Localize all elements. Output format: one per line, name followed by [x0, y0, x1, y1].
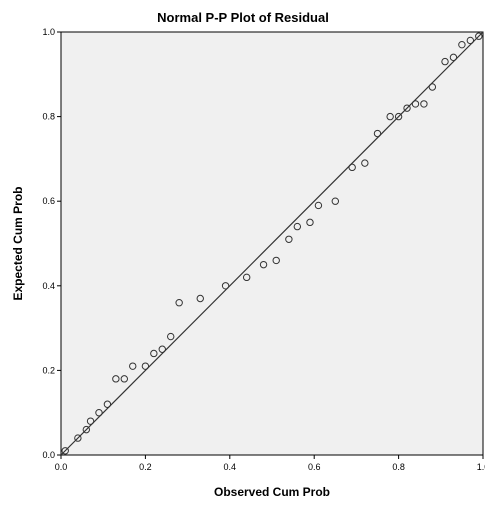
data-point [420, 100, 428, 108]
x-tick-label: 0.8 [392, 462, 405, 472]
data-point [306, 218, 314, 227]
data-points [61, 32, 483, 455]
data-point [82, 425, 91, 434]
data-point [314, 201, 323, 210]
data-point [112, 375, 120, 383]
data-point [475, 32, 483, 40]
data-point [441, 57, 449, 66]
data-point [361, 159, 369, 167]
data-point [293, 222, 302, 231]
data-point [175, 299, 183, 307]
y-axis-label: Expected Cum Prob [11, 186, 25, 300]
data-point [466, 36, 475, 45]
y-tick-label: 1.0 [42, 27, 55, 37]
data-point [61, 447, 69, 455]
data-point [158, 345, 166, 353]
x-tick-label: 1.0 [477, 462, 485, 472]
data-point [373, 129, 382, 138]
y-tick-label: 0.4 [42, 281, 55, 291]
data-point [348, 163, 356, 172]
axis-ticks: 0.0 0.2 0.4 0.6 0.8 1.0 0.0 0.2 0.4 0.6 0.8 1.0 [42, 27, 485, 472]
y-tick-label: 0.8 [42, 112, 55, 122]
y-tick-label: 0.6 [42, 196, 55, 206]
data-point [129, 362, 137, 370]
data-point [272, 256, 280, 265]
data-point [458, 40, 466, 49]
x-tick-label: 0.0 [55, 462, 68, 472]
y-tick-label: 0.2 [42, 365, 55, 375]
data-point [259, 260, 268, 269]
chart-title: Normal P-P Plot of Residual [157, 10, 329, 25]
x-tick-label: 0.6 [308, 462, 321, 472]
data-point [449, 53, 458, 62]
data-point [403, 104, 411, 112]
data-point [120, 375, 129, 383]
data-point [141, 362, 150, 370]
data-point [394, 112, 403, 121]
data-point [285, 235, 293, 243]
x-tick-label: 0.2 [139, 462, 152, 472]
data-point [242, 273, 251, 282]
data-point [428, 83, 437, 91]
x-axis-label: Observed Cum Prob [214, 485, 330, 499]
data-point [74, 434, 82, 442]
data-point [196, 294, 204, 303]
data-point [386, 112, 394, 121]
data-point [331, 197, 339, 205]
data-point [95, 409, 103, 417]
data-point [221, 282, 230, 290]
data-point [167, 332, 175, 341]
data-point [103, 400, 112, 408]
data-point [411, 100, 420, 108]
y-tick-label: 0.0 [42, 450, 55, 460]
data-point [86, 417, 95, 425]
data-point [150, 349, 158, 358]
x-tick-label: 0.4 [224, 462, 237, 472]
